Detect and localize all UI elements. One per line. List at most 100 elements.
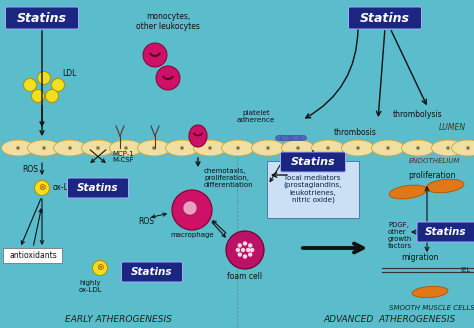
Text: IEL: IEL — [461, 267, 471, 273]
Circle shape — [156, 66, 180, 90]
Circle shape — [16, 146, 20, 150]
Circle shape — [46, 90, 58, 102]
Text: Statins: Statins — [425, 227, 467, 237]
Ellipse shape — [275, 135, 284, 141]
Text: ⊗: ⊗ — [38, 183, 46, 193]
Text: platelet
adherence: platelet adherence — [237, 110, 275, 123]
FancyBboxPatch shape — [3, 248, 63, 262]
Text: Statins: Statins — [291, 157, 335, 167]
Text: PDGF,
other
growth
factors: PDGF, other growth factors — [388, 222, 412, 249]
Circle shape — [466, 146, 470, 150]
Ellipse shape — [372, 140, 404, 156]
Circle shape — [52, 78, 64, 92]
Text: ⊗: ⊗ — [96, 263, 104, 273]
Ellipse shape — [193, 140, 227, 156]
Circle shape — [386, 146, 390, 150]
Circle shape — [246, 248, 250, 252]
Circle shape — [236, 146, 240, 150]
Text: Statins: Statins — [17, 11, 67, 25]
Ellipse shape — [426, 179, 464, 193]
Text: ox-LDL: ox-LDL — [53, 183, 79, 193]
Ellipse shape — [341, 140, 374, 156]
Ellipse shape — [431, 140, 465, 156]
Circle shape — [250, 248, 255, 252]
Circle shape — [152, 146, 156, 150]
Ellipse shape — [389, 185, 427, 199]
Circle shape — [446, 146, 450, 150]
Circle shape — [248, 252, 252, 257]
Circle shape — [236, 248, 240, 252]
Ellipse shape — [292, 135, 301, 141]
Text: monocytes,
other leukocytes: monocytes, other leukocytes — [136, 12, 200, 31]
Circle shape — [296, 146, 300, 150]
Circle shape — [416, 146, 420, 150]
Circle shape — [208, 146, 212, 150]
Text: LDL: LDL — [62, 70, 76, 78]
Ellipse shape — [286, 135, 295, 141]
Circle shape — [326, 146, 330, 150]
Circle shape — [226, 231, 264, 269]
Text: chemotaxis,
proliferation,
differentiation: chemotaxis, proliferation, differentiati… — [204, 168, 254, 188]
Ellipse shape — [412, 286, 448, 297]
Circle shape — [92, 260, 108, 276]
Text: ADVANCED  ATHEROGENESIS: ADVANCED ATHEROGENESIS — [324, 316, 456, 324]
Circle shape — [124, 146, 128, 150]
Circle shape — [266, 146, 270, 150]
Circle shape — [237, 243, 242, 248]
FancyBboxPatch shape — [267, 161, 359, 218]
Ellipse shape — [282, 140, 315, 156]
Circle shape — [243, 241, 247, 246]
Circle shape — [31, 90, 45, 102]
Text: thrombosis: thrombosis — [334, 128, 376, 137]
Text: thrombolysis: thrombolysis — [393, 110, 443, 119]
Text: Statins: Statins — [360, 11, 410, 25]
Text: ENDOTHELIUM: ENDOTHELIUM — [409, 158, 461, 164]
Circle shape — [172, 190, 212, 230]
Text: highly
ox-LDL: highly ox-LDL — [78, 280, 102, 293]
Text: ROS: ROS — [22, 166, 38, 174]
Circle shape — [96, 146, 100, 150]
Text: macrophage: macrophage — [170, 232, 214, 238]
Text: Statins: Statins — [77, 183, 119, 193]
Ellipse shape — [165, 140, 199, 156]
Ellipse shape — [109, 140, 143, 156]
Text: MCP-1
M-CSF: MCP-1 M-CSF — [112, 151, 134, 163]
Text: foam cell: foam cell — [228, 272, 263, 281]
FancyBboxPatch shape — [281, 152, 346, 172]
FancyBboxPatch shape — [6, 7, 79, 29]
Circle shape — [241, 248, 245, 252]
Text: LUMEN: LUMEN — [439, 124, 466, 133]
Circle shape — [248, 243, 252, 248]
Text: SMOOTH MUSCLE CELLS: SMOOTH MUSCLE CELLS — [389, 305, 474, 311]
Ellipse shape — [189, 125, 207, 147]
FancyBboxPatch shape — [67, 178, 128, 198]
Text: EARLY ATHEROGENESIS: EARLY ATHEROGENESIS — [64, 316, 172, 324]
FancyBboxPatch shape — [348, 7, 421, 29]
Circle shape — [237, 252, 242, 257]
Circle shape — [42, 146, 46, 150]
Circle shape — [356, 146, 360, 150]
Ellipse shape — [452, 140, 474, 156]
Circle shape — [180, 146, 184, 150]
Circle shape — [35, 180, 49, 195]
Text: migration: migration — [401, 254, 439, 262]
Ellipse shape — [82, 140, 115, 156]
Circle shape — [143, 43, 167, 67]
FancyBboxPatch shape — [417, 222, 474, 242]
Circle shape — [24, 78, 36, 92]
Text: antioxidants: antioxidants — [9, 251, 57, 259]
Ellipse shape — [1, 140, 35, 156]
Ellipse shape — [281, 135, 290, 141]
Ellipse shape — [252, 140, 284, 156]
Circle shape — [243, 254, 247, 259]
Circle shape — [183, 201, 197, 215]
Ellipse shape — [401, 140, 435, 156]
Text: local mediators
(prostaglandins,
leukotrienes,
nitric oxide): local mediators (prostaglandins, leukotr… — [284, 175, 342, 203]
Ellipse shape — [137, 140, 171, 156]
Ellipse shape — [298, 135, 307, 141]
Circle shape — [68, 146, 72, 150]
Ellipse shape — [27, 140, 61, 156]
Text: proliferation: proliferation — [408, 171, 456, 179]
Ellipse shape — [311, 140, 345, 156]
Text: Statins: Statins — [131, 267, 173, 277]
